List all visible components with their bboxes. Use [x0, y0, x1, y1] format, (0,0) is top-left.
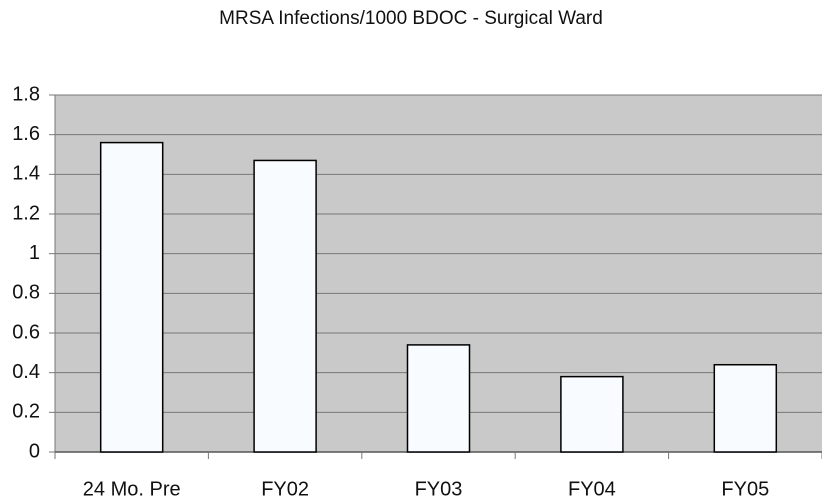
bar — [406, 344, 471, 453]
bar — [253, 159, 317, 453]
y-tick-label: 1.8 — [12, 83, 40, 105]
chart-title: MRSA Infections/1000 BDOC - Surgical War… — [219, 8, 603, 29]
y-tick-label: 1 — [29, 242, 40, 264]
y-tick-label: 0.4 — [12, 361, 40, 383]
y-tick-label: 0.2 — [12, 401, 40, 423]
bar — [99, 141, 164, 453]
y-tick-label: 1.2 — [12, 202, 40, 224]
y-tick-label: 0.8 — [12, 282, 40, 304]
x-tick-label: FY05 — [721, 478, 769, 500]
bar — [560, 375, 624, 453]
bar — [713, 363, 778, 453]
x-tick-label: 24 Mo. Pre — [83, 478, 181, 500]
x-tick-label: FY02 — [261, 478, 309, 500]
y-tick-label: 1.4 — [12, 163, 40, 185]
y-tick-label: 0 — [29, 440, 40, 462]
x-tick-label: FY03 — [415, 478, 463, 500]
x-tick-label: FY04 — [568, 478, 616, 500]
y-tick-label: 1.6 — [12, 123, 40, 145]
y-tick-label: 0.6 — [12, 321, 40, 343]
